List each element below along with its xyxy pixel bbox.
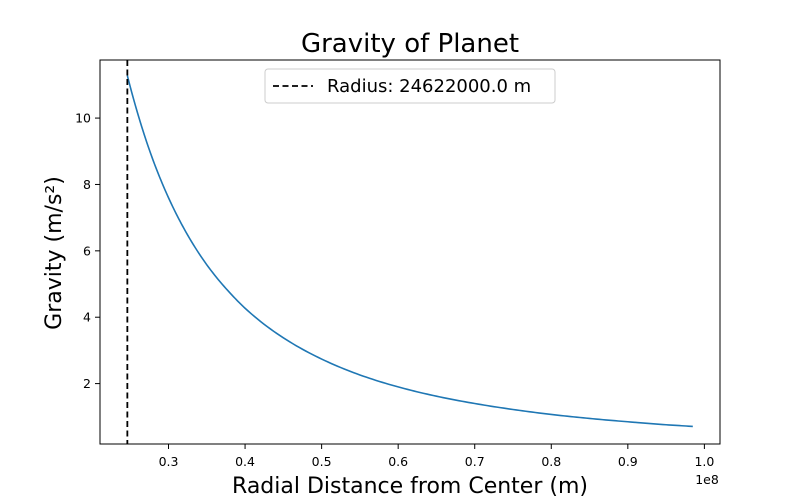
x-tick-label: 0.8 xyxy=(541,454,561,469)
legend-box xyxy=(264,68,556,104)
y-axis-label: Gravity (m/s²) xyxy=(42,176,67,330)
x-tick-label: 0.7 xyxy=(465,454,485,469)
y-tick-label: 10 xyxy=(75,111,91,126)
x-tick-label: 0.6 xyxy=(388,454,408,469)
x-tick-label: 0.3 xyxy=(159,454,179,469)
y-tick-label: 6 xyxy=(83,243,91,258)
legend: Radius: 24622000.0 m xyxy=(264,68,556,104)
x-tick-label: 1.0 xyxy=(694,454,714,469)
y-tick-label: 2 xyxy=(83,376,91,391)
x-axis-label: Radial Distance from Center (m) xyxy=(232,474,588,499)
x-tick-label: 0.4 xyxy=(235,454,255,469)
y-tick-label: 4 xyxy=(83,310,91,325)
plot-area xyxy=(126,60,693,444)
x-axis-ticks: 0.3 0.4 0.5 0.6 0.7 0.8 0.9 1.0 xyxy=(159,444,714,469)
x-tick-label: 0.9 xyxy=(618,454,638,469)
legend-entry-radius: Radius: 24622000.0 m xyxy=(327,76,531,97)
y-axis-ticks: 2 4 6 8 10 xyxy=(75,111,100,391)
axes-frame xyxy=(99,59,721,445)
x-tick-label: 0.5 xyxy=(312,454,332,469)
x-axis-offset-label: 1e8 xyxy=(695,472,719,487)
chart-title: Gravity of Planet xyxy=(301,29,519,59)
series-line-gravity xyxy=(126,75,693,428)
y-tick-label: 8 xyxy=(83,177,91,192)
